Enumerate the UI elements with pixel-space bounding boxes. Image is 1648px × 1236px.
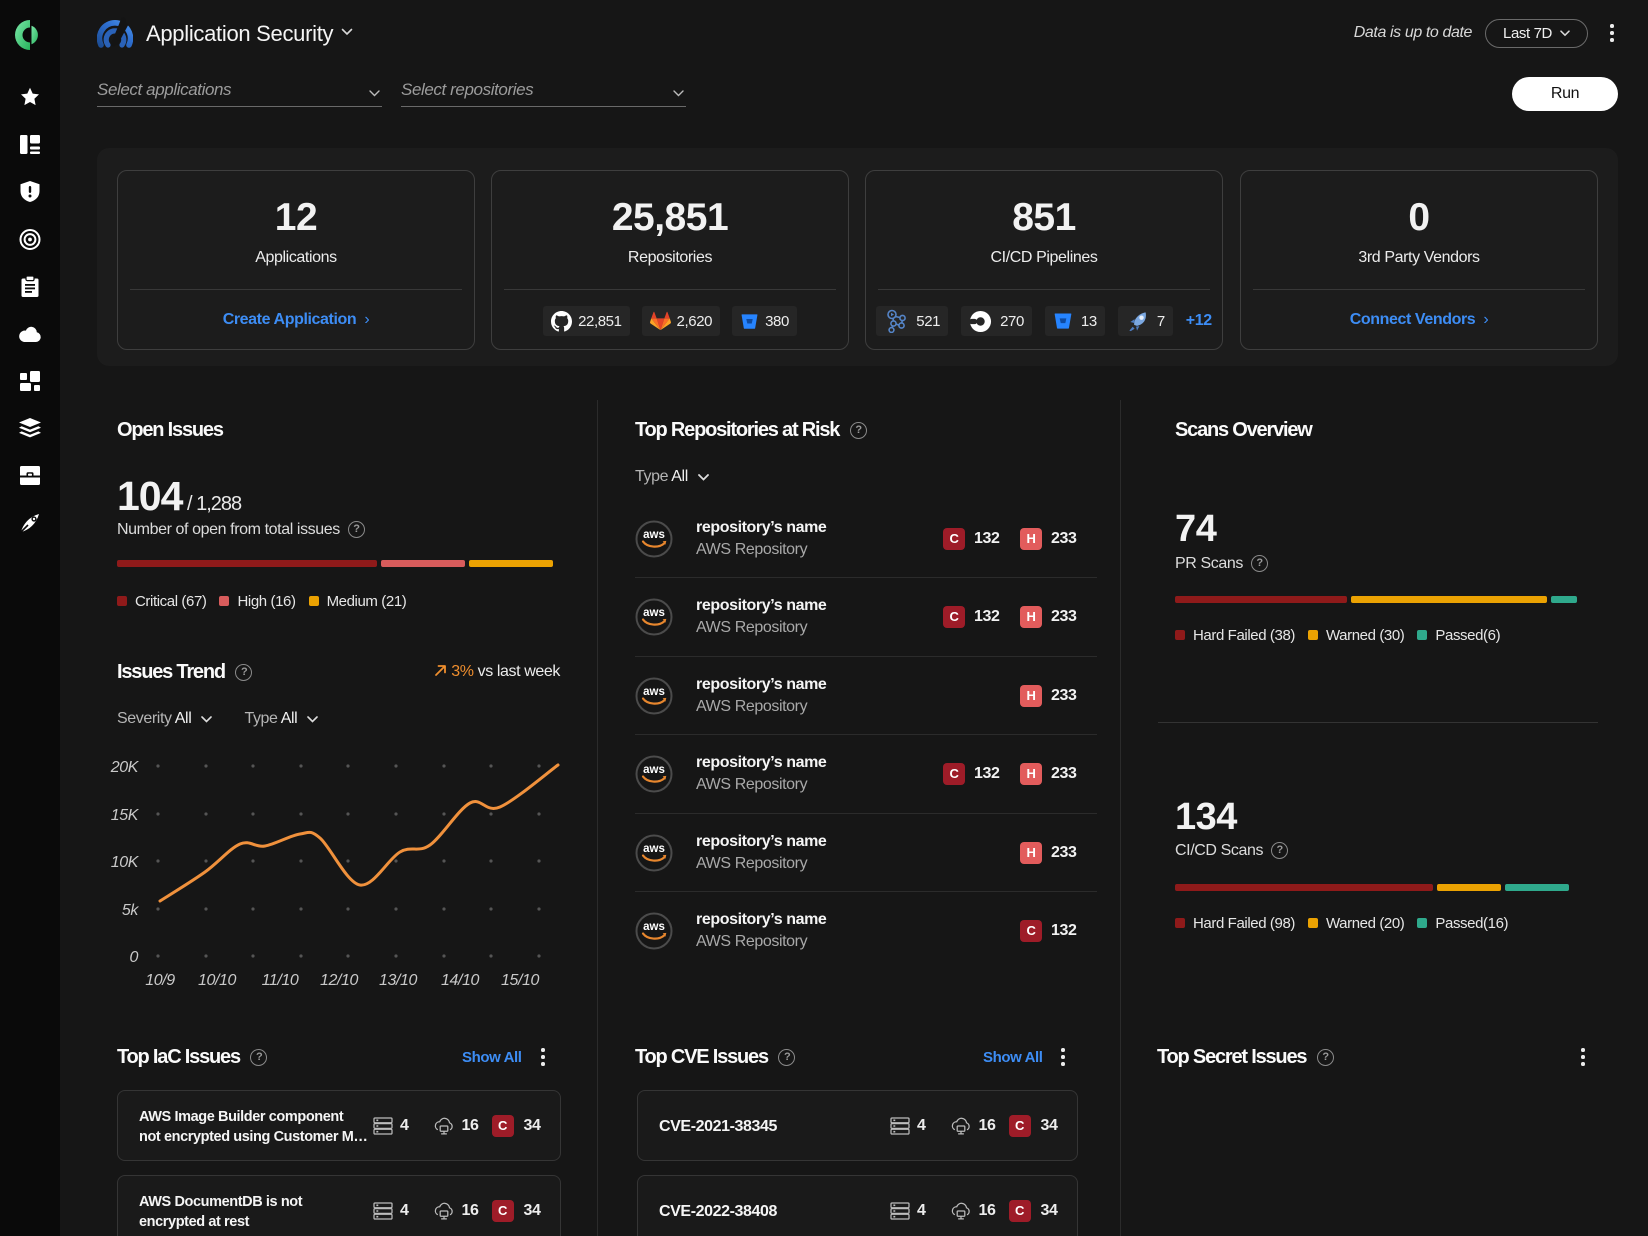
svg-text:10/9: 10/9 bbox=[145, 972, 175, 989]
svg-text:14/10: 14/10 bbox=[441, 972, 480, 989]
svg-text:15/10: 15/10 bbox=[501, 972, 540, 989]
svg-text:aws: aws bbox=[643, 529, 665, 541]
svg-text:15K: 15K bbox=[111, 807, 140, 824]
svg-text:20K: 20K bbox=[110, 759, 140, 776]
svg-text:10K: 10K bbox=[111, 854, 140, 871]
svg-text:5k: 5k bbox=[122, 902, 139, 919]
svg-text:aws: aws bbox=[643, 764, 665, 776]
svg-text:aws: aws bbox=[643, 686, 665, 698]
svg-text:12/10: 12/10 bbox=[320, 972, 359, 989]
svg-text:10/10: 10/10 bbox=[198, 972, 237, 989]
svg-text:13/10: 13/10 bbox=[379, 972, 418, 989]
svg-text:aws: aws bbox=[643, 921, 665, 933]
svg-text:aws: aws bbox=[643, 843, 665, 855]
svg-text:aws: aws bbox=[643, 607, 665, 619]
svg-text:11/10: 11/10 bbox=[262, 972, 299, 989]
svg-text:0: 0 bbox=[130, 949, 139, 966]
